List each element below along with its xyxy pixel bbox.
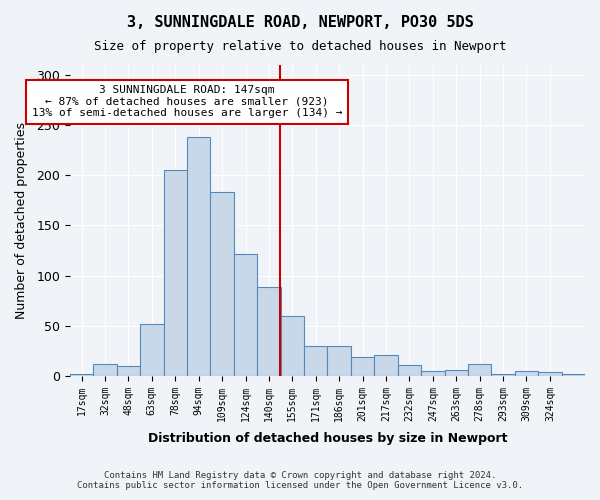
Bar: [281, 316, 304, 376]
Bar: [421, 371, 445, 376]
Bar: [398, 365, 421, 376]
Bar: [468, 364, 491, 376]
Bar: [491, 374, 515, 376]
Bar: [515, 371, 538, 376]
Bar: [257, 286, 281, 376]
Bar: [211, 192, 234, 376]
Text: 3, SUNNINGDALE ROAD, NEWPORT, PO30 5DS: 3, SUNNINGDALE ROAD, NEWPORT, PO30 5DS: [127, 15, 473, 30]
Bar: [562, 374, 585, 376]
Bar: [70, 374, 94, 376]
Text: 3 SUNNINGDALE ROAD: 147sqm
← 87% of detached houses are smaller (923)
13% of sem: 3 SUNNINGDALE ROAD: 147sqm ← 87% of deta…: [32, 85, 342, 118]
Bar: [351, 357, 374, 376]
Bar: [304, 346, 328, 376]
Y-axis label: Number of detached properties: Number of detached properties: [15, 122, 28, 319]
Bar: [94, 364, 117, 376]
Text: Contains HM Land Registry data © Crown copyright and database right 2024.
Contai: Contains HM Land Registry data © Crown c…: [77, 470, 523, 490]
Bar: [117, 366, 140, 376]
Bar: [328, 346, 351, 376]
Text: Size of property relative to detached houses in Newport: Size of property relative to detached ho…: [94, 40, 506, 53]
Bar: [164, 170, 187, 376]
Bar: [374, 355, 398, 376]
Bar: [140, 324, 164, 376]
Bar: [234, 254, 257, 376]
X-axis label: Distribution of detached houses by size in Newport: Distribution of detached houses by size …: [148, 432, 507, 445]
Bar: [187, 137, 211, 376]
Bar: [445, 370, 468, 376]
Bar: [538, 372, 562, 376]
